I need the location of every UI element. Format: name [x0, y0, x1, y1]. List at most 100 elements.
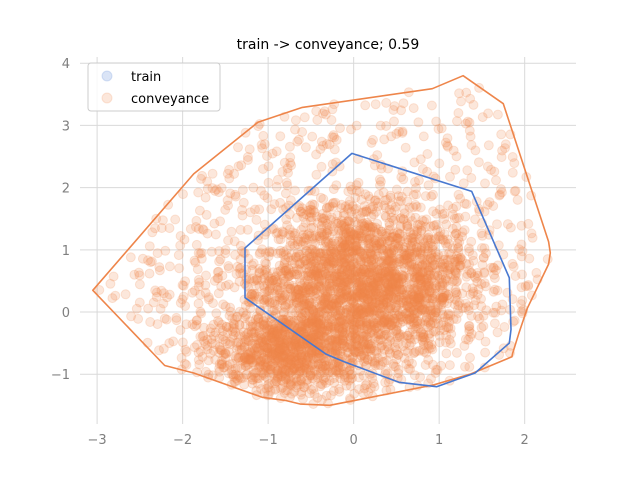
scatter-point: [306, 244, 317, 255]
scatter-point: [460, 302, 471, 313]
scatter-point: [385, 286, 396, 297]
scatter-point: [466, 310, 477, 321]
scatter-point: [316, 275, 327, 286]
scatter-point: [330, 248, 341, 259]
scatter-point: [369, 249, 380, 260]
scatter-point: [267, 246, 277, 257]
scatter-point: [360, 300, 371, 311]
scatter-point: [385, 281, 396, 292]
scatter-point: [316, 212, 327, 223]
scatter-point: [305, 287, 316, 298]
scatter-point: [520, 281, 531, 292]
scatter-point: [514, 244, 525, 255]
scatter-point: [334, 384, 344, 394]
scatter-point: [332, 210, 343, 221]
scatter-point: [442, 255, 453, 265]
scatter-point: [423, 246, 434, 257]
scatter-point: [222, 360, 233, 371]
scatter-point: [383, 266, 394, 276]
scatter-point: [177, 280, 188, 291]
scatter-point: [208, 319, 219, 330]
scatter-point: [427, 295, 438, 306]
scatter-point: [215, 254, 226, 265]
scatter-point: [150, 223, 160, 234]
scatter-point: [351, 302, 362, 313]
scatter-point: [369, 302, 380, 313]
scatter-point: [357, 288, 368, 299]
scatter-point: [369, 346, 380, 356]
scatter-point: [396, 191, 407, 202]
scatter-point: [213, 288, 224, 299]
scatter-point: [337, 236, 348, 247]
scatter-point: [331, 263, 342, 274]
x-tick-label: −3: [88, 433, 107, 448]
scatter-point: [331, 180, 342, 191]
scatter-point: [291, 298, 302, 308]
scatter-point: [397, 273, 408, 284]
scatter-point: [269, 336, 280, 347]
scatter-point: [319, 367, 330, 377]
scatter-point: [472, 268, 483, 278]
scatter-point: [350, 230, 361, 241]
scatter-point: [362, 294, 373, 304]
scatter-point: [232, 362, 243, 373]
scatter-point: [482, 161, 493, 172]
scatter-point: [438, 293, 449, 303]
scatter-point: [384, 271, 395, 282]
scatter-point: [421, 312, 432, 323]
scatter-point: [218, 299, 229, 310]
scatter-point: [371, 228, 382, 239]
scatter-point: [371, 346, 382, 357]
scatter-point: [344, 269, 355, 280]
scatter-point: [350, 225, 361, 236]
scatter-point: [296, 389, 306, 400]
scatter-point: [460, 118, 471, 129]
scatter-point: [386, 320, 397, 331]
scatter-point: [375, 309, 386, 320]
scatter-point: [450, 265, 460, 276]
scatter-point: [324, 299, 335, 310]
scatter-point: [413, 117, 424, 128]
scatter-point: [343, 232, 354, 243]
scatter-point: [144, 241, 155, 252]
scatter-point: [365, 283, 376, 294]
scatter-point: [366, 324, 377, 335]
scatter-point: [316, 136, 327, 147]
scatter-point: [330, 238, 341, 249]
scatter-point: [337, 300, 348, 311]
scatter-point: [401, 289, 412, 300]
scatter-point: [379, 291, 390, 302]
scatter-point: [467, 283, 478, 294]
scatter-point: [491, 175, 501, 186]
scatter-point: [456, 96, 466, 107]
scatter-point: [405, 319, 416, 330]
scatter-point: [436, 259, 447, 270]
scatter-point: [436, 305, 447, 316]
scatter-point: [368, 134, 378, 145]
scatter-point: [300, 255, 311, 266]
scatter-point: [399, 290, 410, 300]
scatter-point: [306, 304, 317, 315]
scatter-point: [408, 232, 419, 243]
scatter-point: [408, 284, 419, 295]
scatter-point: [234, 306, 245, 317]
scatter-point: [404, 246, 415, 257]
scatter-point: [346, 291, 356, 302]
scatter-point: [307, 199, 318, 210]
scatter-point: [437, 292, 448, 303]
scatter-point: [415, 298, 426, 309]
scatter-point: [206, 246, 217, 257]
scatter-point: [420, 280, 431, 291]
scatter-point: [326, 280, 337, 291]
scatter-point: [309, 264, 320, 275]
scatter-point: [363, 243, 374, 254]
scatter-point: [445, 269, 456, 280]
scatter-point: [377, 356, 388, 367]
scatter-point: [354, 318, 365, 329]
scatter-point: [465, 352, 475, 363]
scatter-point: [423, 240, 433, 251]
scatter-point: [404, 327, 415, 338]
scatter-point: [306, 384, 317, 395]
scatter-point: [383, 269, 394, 280]
scatter-point: [447, 209, 458, 220]
